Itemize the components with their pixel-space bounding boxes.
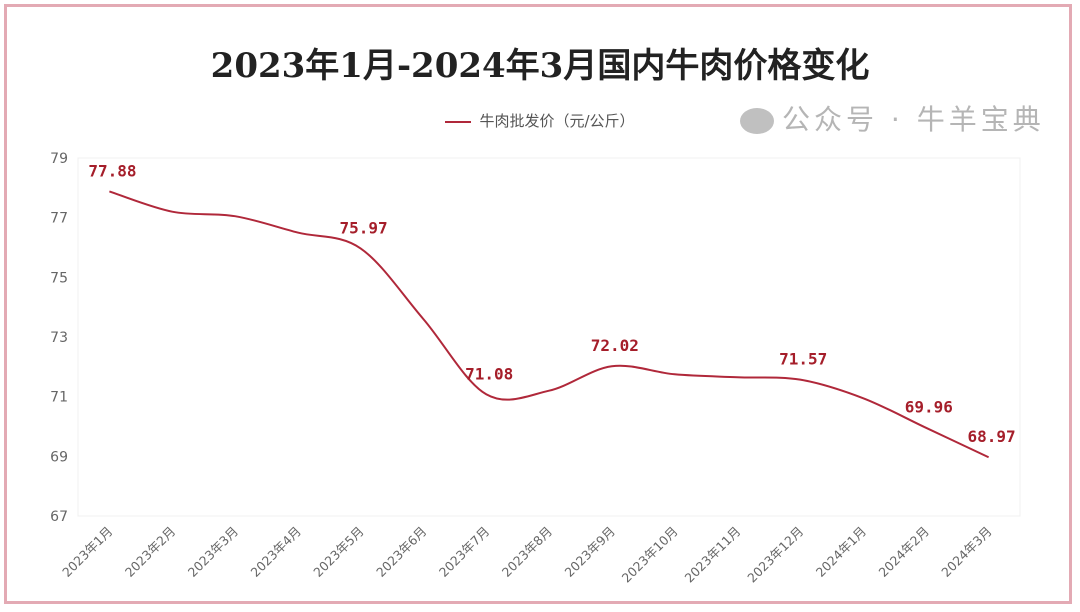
- x-tick-label: 2024年1月: [813, 524, 869, 580]
- watermark: 公众号 · 牛羊宝典: [740, 102, 1045, 138]
- chart-frame: [4, 4, 1072, 604]
- plot-area: [77, 157, 1021, 517]
- legend-label: 牛肉批发价（元/公斤）: [479, 112, 635, 130]
- x-tick-label: 2023年5月: [310, 524, 366, 580]
- data-label: 71.57: [779, 350, 827, 369]
- data-label: 69.96: [905, 398, 953, 417]
- x-tick-label: 2024年3月: [938, 524, 994, 580]
- data-label: 72.02: [591, 336, 639, 355]
- x-tick-label: 2023年4月: [248, 524, 304, 580]
- y-tick-label: 75: [50, 270, 68, 286]
- data-label: 68.97: [968, 427, 1016, 446]
- y-tick-label: 79: [50, 151, 68, 167]
- data-label: 71.08: [465, 364, 513, 383]
- x-tick-label: 2023年10月: [619, 524, 681, 586]
- x-tick-label: 2023年9月: [562, 524, 618, 580]
- x-tick-label: 2023年6月: [373, 524, 429, 580]
- wechat-icon: [740, 108, 774, 134]
- x-tick-label: 2023年8月: [499, 524, 555, 580]
- y-tick-label: 73: [50, 330, 68, 346]
- legend-swatch: [445, 120, 472, 123]
- series-line: [109, 190, 990, 459]
- x-tick-label: 2024年2月: [876, 524, 932, 580]
- y-tick-label: 71: [50, 390, 68, 406]
- x-tick-label: 2023年3月: [185, 524, 241, 580]
- data-label: 77.88: [88, 161, 136, 180]
- x-tick-label: 2023年11月: [681, 524, 743, 586]
- y-tick-label: 69: [50, 449, 68, 465]
- y-tick-label: 67: [50, 509, 68, 525]
- x-tick-label: 2023年2月: [122, 524, 178, 580]
- watermark-text: 公众号 · 牛羊宝典: [782, 103, 1045, 136]
- chart-title: 2023年1月-2024年3月国内牛肉价格变化: [210, 46, 870, 86]
- x-tick-label: 2023年1月: [59, 524, 115, 580]
- data-label: 75.97: [340, 218, 388, 237]
- x-tick-label: 2023年12月: [744, 524, 806, 586]
- x-tick-label: 2023年7月: [436, 524, 492, 580]
- legend: 牛肉批发价（元/公斤）: [0, 110, 1080, 131]
- y-tick-label: 77: [50, 211, 68, 227]
